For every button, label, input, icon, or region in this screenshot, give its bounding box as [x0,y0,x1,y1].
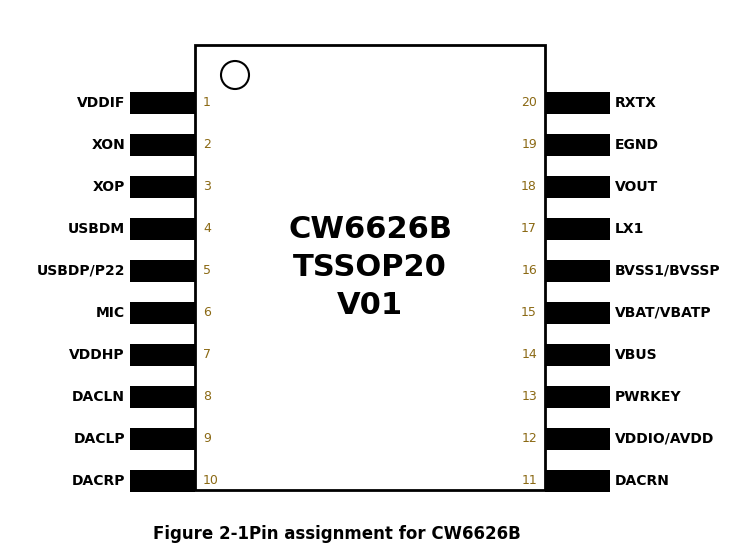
Text: DACLN: DACLN [72,390,125,404]
Bar [545,386,610,408]
Text: XON: XON [92,138,125,152]
Bar [130,470,195,492]
Text: 4: 4 [203,223,211,235]
Text: BVSS1/BVSSP: BVSS1/BVSSP [615,264,720,278]
Text: 12: 12 [521,432,537,446]
Text: 7: 7 [203,349,211,361]
Text: 17: 17 [521,223,537,235]
Text: 13: 13 [521,391,537,403]
Text: 3: 3 [203,180,211,194]
Text: CW6626B
TSSOP20
V01: CW6626B TSSOP20 V01 [288,215,452,320]
Text: EGND: EGND [615,138,659,152]
Text: LX1: LX1 [615,222,644,236]
Text: VDDIF: VDDIF [77,96,125,110]
Text: 5: 5 [203,265,211,278]
Text: 2: 2 [203,139,211,152]
Bar [545,260,610,282]
Text: DACRN: DACRN [615,474,670,488]
Bar [130,176,195,198]
Bar [130,302,195,324]
Text: VDDHP: VDDHP [70,348,125,362]
Text: 18: 18 [521,180,537,194]
Text: MIC: MIC [96,306,125,320]
Text: USBDM: USBDM [68,222,125,236]
Bar [545,134,610,156]
Text: USBDP/P22: USBDP/P22 [37,264,125,278]
Text: 6: 6 [203,306,211,320]
Bar [545,92,610,114]
Bar [130,344,195,366]
Text: 14: 14 [521,349,537,361]
Text: VDDIO/AVDD: VDDIO/AVDD [615,432,714,446]
Bar [130,92,195,114]
Text: 20: 20 [521,97,537,109]
Text: 8: 8 [203,391,211,403]
Bar [195,45,545,490]
Bar [545,218,610,240]
Text: Figure 2-1Pin assignment for CW6626B: Figure 2-1Pin assignment for CW6626B [153,525,520,543]
Bar [130,428,195,450]
Bar [130,218,195,240]
Bar [545,428,610,450]
Text: VOUT: VOUT [615,180,658,194]
Bar [130,260,195,282]
Text: VBUS: VBUS [615,348,657,362]
Bar [130,386,195,408]
Text: XOP: XOP [93,180,125,194]
Text: RXTX: RXTX [615,96,657,110]
Bar [545,344,610,366]
Text: PWRKEY: PWRKEY [615,390,681,404]
Text: 16: 16 [521,265,537,278]
Bar [545,302,610,324]
Text: 9: 9 [203,432,211,446]
Text: DACLP: DACLP [73,432,125,446]
Bar [130,134,195,156]
Text: 11: 11 [521,475,537,487]
Text: 19: 19 [521,139,537,152]
Circle shape [221,61,249,89]
Text: 1: 1 [203,97,211,109]
Text: 15: 15 [521,306,537,320]
Text: VBAT/VBATP: VBAT/VBATP [615,306,712,320]
Bar [545,470,610,492]
Text: DACRP: DACRP [72,474,125,488]
Bar [545,176,610,198]
Text: 10: 10 [203,475,219,487]
